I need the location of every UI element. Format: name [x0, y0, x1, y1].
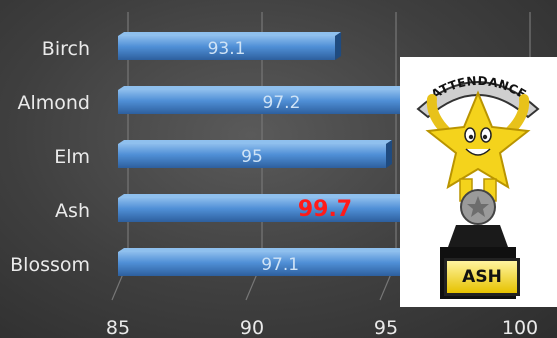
- data-label: 97.1: [261, 255, 299, 275]
- bar-top: [118, 248, 449, 252]
- trophy-plaque: ASH: [444, 258, 520, 296]
- bar: [118, 90, 445, 114]
- bar-side: [386, 140, 392, 168]
- bar-top: [118, 86, 451, 90]
- data-label: 97.2: [263, 93, 301, 113]
- category-label: Blossom: [10, 254, 90, 276]
- x-tick-label: 95: [374, 317, 398, 338]
- x-tick-label: 90: [240, 317, 264, 338]
- bar-side: [335, 32, 342, 60]
- bar: [118, 252, 443, 276]
- category-label: Birch: [42, 38, 90, 60]
- bar: [118, 36, 336, 60]
- category-label: Almond: [17, 92, 90, 114]
- bar-top: [118, 140, 392, 144]
- data-label: 93.1: [208, 39, 246, 59]
- data-label: 99.7: [298, 197, 352, 222]
- x-tick-label: 100: [502, 317, 538, 338]
- category-label: Ash: [55, 200, 90, 222]
- bar: [118, 144, 386, 168]
- x-tick-label: 85: [106, 317, 130, 338]
- category-label: Elm: [54, 146, 90, 168]
- data-label: 95: [241, 147, 263, 167]
- bar-top: [118, 32, 342, 36]
- attendance-trophy-image: ATTENDANCE ASH: [400, 57, 557, 307]
